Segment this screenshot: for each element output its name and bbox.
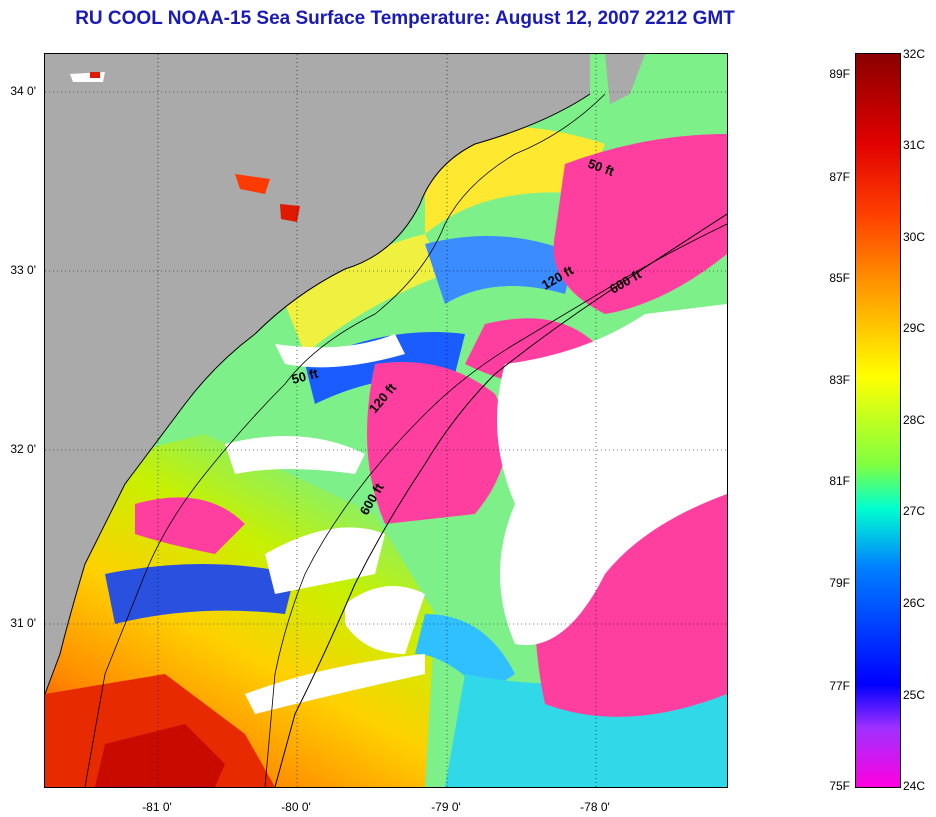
cyan-band <box>415 614 515 694</box>
colorbar-f-79: 79F <box>829 576 850 590</box>
isobath-120ft <box>264 223 727 787</box>
colorbar-f-85: 85F <box>829 271 850 285</box>
sst-map-svg: 50 ft 50 ft 120 ft 120 ft 600 ft 600 ft <box>45 54 727 787</box>
colorbar-f-83: 83F <box>829 373 850 387</box>
colorbar-c-26: 26C <box>903 596 926 610</box>
cold-patch-ne <box>553 134 727 314</box>
sst-map: 50 ft 50 ft 120 ft 120 ft 600 ft 600 ft <box>44 53 728 788</box>
inland-lake-1 <box>235 174 270 194</box>
cloud-cover <box>497 304 727 646</box>
inland-lake-4 <box>90 72 100 78</box>
blue-band-3 <box>105 564 295 624</box>
lon-label-81: -81 0' <box>142 800 172 814</box>
cold-patch-w <box>135 497 245 554</box>
colorbar-c-28: 28C <box>903 413 926 427</box>
colorbar-c-25: 25C <box>903 688 926 702</box>
lon-label-78: -78 0' <box>580 800 610 814</box>
temperature-colorbar <box>855 53 901 788</box>
colorbar-c-27: 27C <box>903 504 926 518</box>
colorbar-c-32: 32C <box>903 47 926 61</box>
colorbar-f-75: 75F <box>829 779 850 793</box>
land-mass-ne <box>605 54 645 104</box>
colorbar-c-31: 31C <box>903 138 926 152</box>
isobath-600ft <box>274 213 727 787</box>
land-mass <box>45 54 590 694</box>
colorbar-f-77: 77F <box>829 679 850 693</box>
cloud-streak-2 <box>225 436 365 474</box>
colorbar-f-81: 81F <box>829 474 850 488</box>
lat-label-34: 34 0' <box>10 84 36 98</box>
map-title: RU COOL NOAA-15 Sea Surface Temperature:… <box>75 8 735 29</box>
hottest-patch <box>95 724 225 787</box>
nearshore-yellow <box>425 126 605 234</box>
graticule <box>45 54 727 787</box>
isobath-50ft <box>84 93 606 787</box>
blue-band-1 <box>425 236 575 304</box>
cold-patch-center <box>367 362 507 524</box>
cloud-streak-5 <box>245 654 425 714</box>
colorbar-c-30: 30C <box>903 230 926 244</box>
colorbar-f-87: 87F <box>829 170 850 184</box>
lon-label-80: -80 0' <box>281 800 311 814</box>
coastline <box>45 93 591 695</box>
lon-label-79: -79 0' <box>431 800 461 814</box>
nearshore-yellow-2 <box>285 234 445 354</box>
cloud-streak-4 <box>345 586 425 654</box>
lat-label-32: 32 0' <box>10 442 36 456</box>
cloud-streak-3 <box>265 527 385 594</box>
colorbar-c-29: 29C <box>903 321 926 335</box>
colorbar-f-89: 89F <box>829 67 850 81</box>
lat-label-33: 33 0' <box>10 263 36 277</box>
lat-label-31: 31 0' <box>10 616 36 630</box>
colorbar-c-24: 24C <box>903 779 926 793</box>
contour-label-50ft-mid: 50 ft <box>290 365 320 387</box>
inland-lake-2 <box>280 204 300 222</box>
